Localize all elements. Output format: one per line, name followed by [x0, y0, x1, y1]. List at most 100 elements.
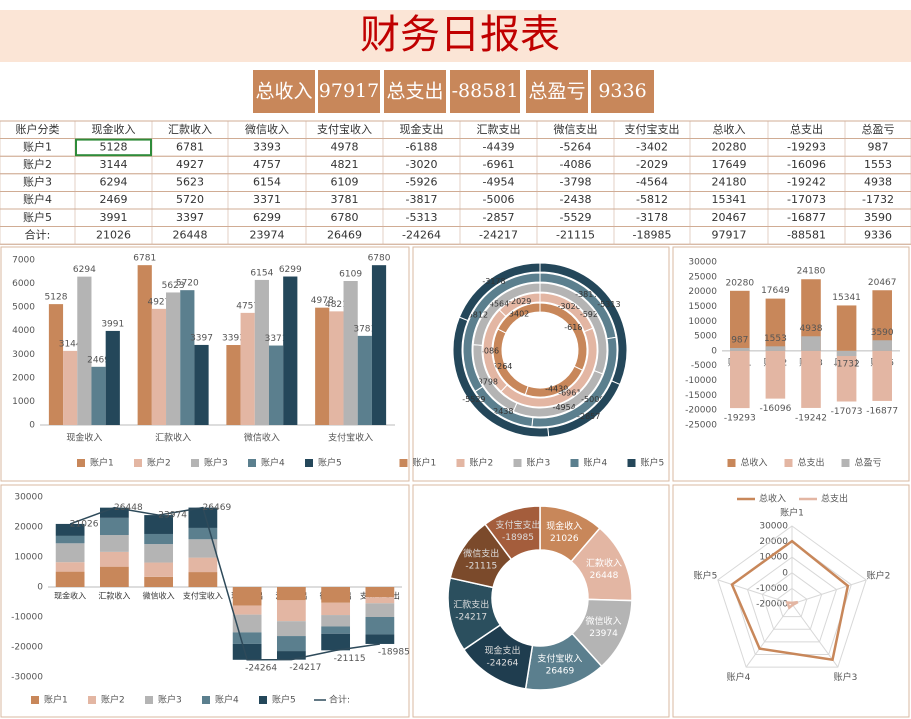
bar — [55, 571, 85, 587]
table-cell: 账户1 — [23, 139, 52, 153]
bar — [240, 312, 255, 425]
bar — [283, 276, 298, 425]
bar — [137, 265, 152, 425]
y-tick-label: 30000 — [14, 493, 43, 503]
legend-label: 账户4 — [215, 694, 239, 706]
table-cell: 6294 — [100, 176, 128, 189]
legend-swatch — [456, 459, 465, 467]
bar — [801, 336, 821, 351]
x-tick-label: 微信收入 — [244, 432, 280, 444]
table-cell: 3781 — [331, 193, 359, 206]
page-title: 财务日报表 — [360, 12, 560, 58]
table-cell: 1553 — [864, 158, 892, 171]
data-label: 1553 — [764, 334, 787, 344]
table-cell: 6299 — [253, 211, 281, 224]
bar — [144, 515, 174, 534]
data-label: -2029 — [508, 297, 531, 306]
legend-label: 账户1 — [413, 457, 437, 469]
x-tick-label: 微信收入 — [143, 591, 175, 601]
data-label: 26448 — [590, 571, 619, 581]
bar — [55, 543, 85, 563]
r-tick-label: 20000 — [759, 537, 788, 547]
radar-line — [785, 600, 799, 610]
summary-box — [526, 70, 588, 113]
bar — [144, 562, 174, 577]
bar — [276, 651, 306, 660]
data-label: 6294 — [73, 265, 96, 275]
legend-swatch — [191, 459, 199, 467]
bar — [357, 335, 372, 425]
legend-label: 账户2 — [147, 457, 171, 469]
legend-label: 总支出 — [821, 493, 848, 505]
legend-swatch — [399, 459, 408, 467]
y-tick-label: 2000 — [12, 373, 35, 383]
category-label: 账户1 — [780, 507, 804, 519]
table-cell: -21115 — [556, 228, 595, 241]
table-cell: 6781 — [176, 140, 204, 153]
table-cell: 3144 — [100, 158, 128, 171]
data-label: -4439 — [545, 385, 568, 394]
table-cell: 3371 — [253, 193, 281, 206]
summary-value: -88581 — [452, 80, 519, 102]
bar — [276, 587, 306, 601]
data-label: -17073 — [831, 407, 863, 417]
x-tick-label: 汇款收入 — [155, 432, 191, 444]
data-label: -2438 — [490, 407, 513, 416]
bar — [836, 305, 857, 351]
total-line — [69, 506, 380, 661]
legend-label: 账户2 — [101, 694, 125, 706]
bar — [730, 350, 750, 409]
x-tick-label: 支付宝收入 — [328, 432, 373, 444]
bar — [144, 544, 174, 563]
summary-label: 总盈亏 — [528, 81, 585, 103]
bar — [99, 517, 129, 536]
table-cell: 4821 — [331, 158, 359, 171]
spoke — [791, 603, 839, 668]
bar — [232, 605, 262, 615]
y-tick-label: 3000 — [12, 350, 35, 360]
bar — [55, 562, 85, 572]
table-cell: -19293 — [787, 140, 826, 153]
table-cell: -24264 — [402, 228, 441, 241]
table-header: 现金支出 — [400, 122, 444, 136]
x-tick-label: 现金收入 — [66, 432, 102, 444]
table-cell: 2469 — [100, 193, 128, 206]
data-label: 4927 — [147, 297, 170, 307]
table-header: 支付宝支出 — [625, 122, 680, 136]
data-label: 4757 — [236, 301, 259, 311]
table-cell: -1732 — [862, 193, 894, 206]
bar — [55, 535, 85, 544]
data-label: -4564 — [486, 300, 509, 309]
r-tick-label: 0 — [782, 568, 788, 578]
y-tick-label: 7000 — [12, 256, 35, 266]
data-label: 3781 — [353, 324, 376, 334]
bar — [180, 290, 195, 425]
table-header: 现金收入 — [92, 122, 136, 136]
bar — [365, 616, 395, 635]
y-tick-label: -20000 — [685, 406, 717, 416]
data-label: -21115 — [465, 561, 497, 571]
table-cell: 3590 — [864, 211, 892, 224]
bar — [365, 603, 395, 617]
bar — [268, 345, 284, 425]
spoke — [745, 603, 793, 668]
y-tick-label: 5000 — [694, 332, 717, 342]
bar — [315, 307, 330, 425]
data-label: 26469 — [546, 667, 575, 677]
summary-value: 97917 — [319, 80, 379, 102]
category-label: 账户4 — [727, 671, 751, 683]
bar — [55, 523, 85, 536]
table-cell: 21026 — [96, 228, 131, 241]
legend-label: 总收入 — [759, 493, 786, 505]
table-cell: 24180 — [712, 176, 747, 189]
bar — [188, 557, 218, 573]
spoke — [717, 579, 793, 605]
bar — [99, 507, 129, 518]
legend-swatch — [88, 696, 96, 704]
legend-label: 账户1 — [90, 457, 114, 469]
y-tick-label: 1000 — [12, 397, 35, 407]
bar — [188, 572, 218, 587]
table-cell: 3393 — [253, 140, 281, 153]
bar — [166, 292, 181, 425]
bar — [321, 587, 351, 603]
